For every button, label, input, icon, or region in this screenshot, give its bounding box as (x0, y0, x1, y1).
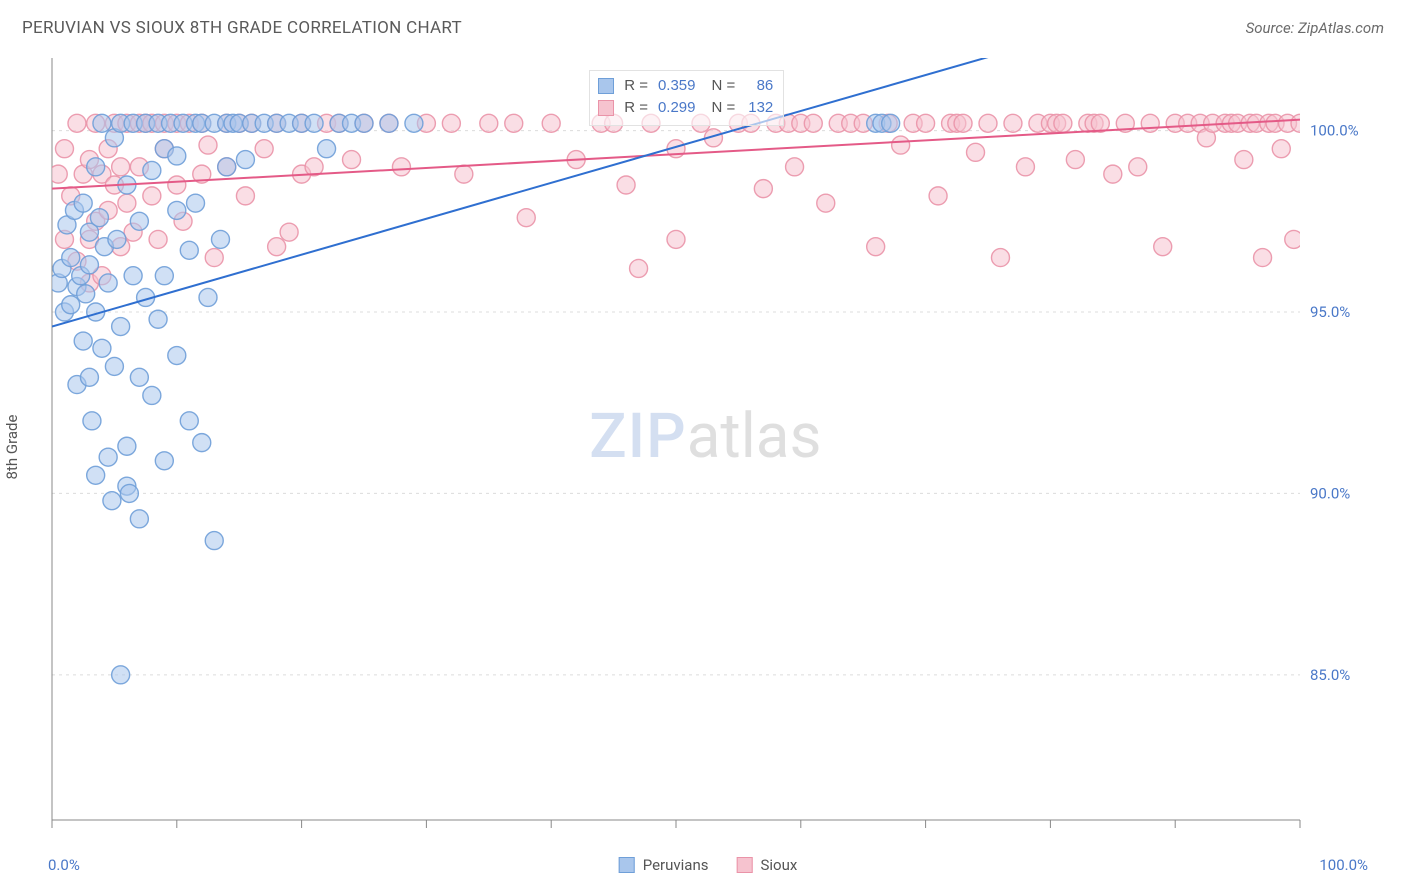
n-label: N = (712, 97, 736, 119)
chart-title: PERUVIAN VS SIOUX 8TH GRADE CORRELATION … (22, 18, 462, 38)
swatch-sioux (598, 100, 614, 116)
series-legend: Peruvians Sioux (619, 856, 798, 874)
correlation-legend: R = 0.359 N = 86 R = 0.299 N = 132 (589, 70, 784, 126)
legend-item-sioux: Sioux (736, 856, 797, 874)
svg-text:95.0%: 95.0% (1310, 303, 1350, 321)
legend-label-sioux: Sioux (760, 856, 797, 874)
source-attribution: Source: ZipAtlas.com (1246, 19, 1384, 37)
x-axis-min-label: 0.0% (48, 856, 80, 874)
n-label: N = (712, 75, 736, 97)
r-label: R = (624, 97, 648, 119)
y-axis-label: 8th Grade (3, 415, 21, 480)
r-label: R = (624, 75, 648, 97)
swatch-peruvians (598, 78, 614, 94)
header-row: PERUVIAN VS SIOUX 8TH GRADE CORRELATION … (22, 18, 1384, 38)
r-value-peruvians: 0.359 (658, 75, 696, 97)
svg-text:90.0%: 90.0% (1310, 484, 1350, 502)
scatter-chart: 85.0% 90.0% 95.0% 100.0% (48, 54, 1368, 840)
corr-row-sioux: R = 0.299 N = 132 (598, 97, 773, 119)
n-value-sioux: 132 (745, 97, 773, 119)
chart-page: PERUVIAN VS SIOUX 8TH GRADE CORRELATION … (0, 0, 1406, 892)
n-value-peruvians: 86 (745, 75, 773, 97)
legend-swatch-sioux (736, 857, 752, 873)
corr-row-peruvians: R = 0.359 N = 86 (598, 75, 773, 97)
legend-item-peruvians: Peruvians (619, 856, 709, 874)
plot-area: 85.0%90.0%95.0%100.0% ZIPatlas R = 0.359… (48, 54, 1368, 840)
svg-text:100.0%: 100.0% (1310, 122, 1359, 140)
x-axis-row: 0.0% Peruvians Sioux 100.0% (48, 856, 1368, 874)
r-value-sioux: 0.299 (658, 97, 696, 119)
svg-text:85.0%: 85.0% (1310, 666, 1350, 684)
legend-label-peruvians: Peruvians (643, 856, 709, 874)
legend-swatch-peruvians (619, 857, 635, 873)
x-axis-max-label: 100.0% (1319, 856, 1368, 874)
